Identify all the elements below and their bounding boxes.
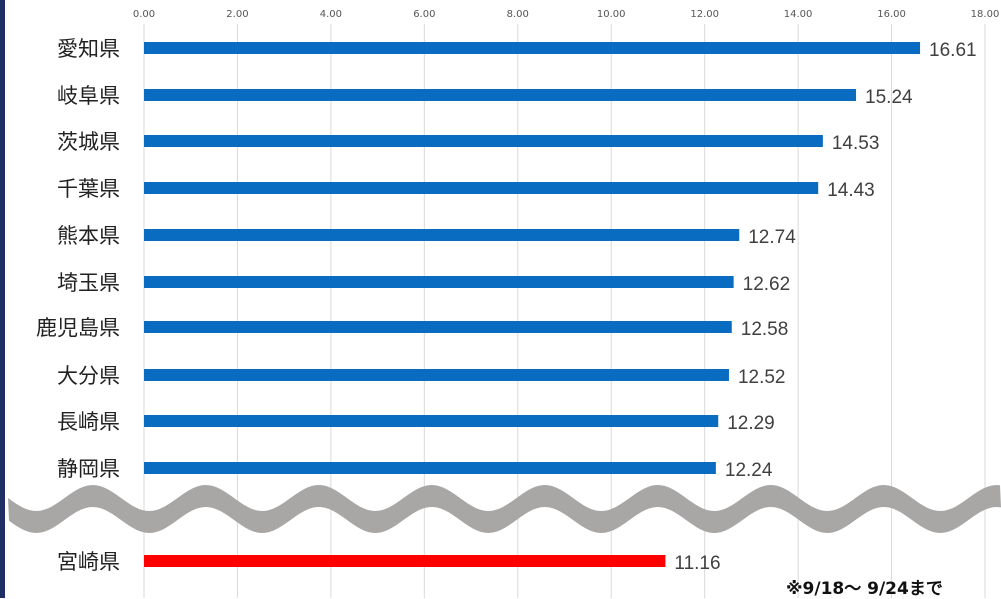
x-tick-label: 8.00 (507, 9, 529, 20)
category-label: 熊本県 (57, 224, 120, 248)
data-label: 12.24 (725, 460, 773, 481)
bar (144, 462, 716, 474)
bar (144, 229, 740, 241)
data-label: 15.24 (865, 87, 913, 108)
bar (144, 321, 732, 333)
category-label: 千葉県 (57, 177, 120, 201)
data-label: 12.62 (743, 274, 791, 295)
bar (144, 42, 921, 54)
category-label: 静岡県 (57, 457, 120, 481)
bar (144, 135, 823, 147)
category-label: 長崎県 (57, 410, 120, 434)
x-tick-label: 18.00 (971, 9, 1000, 20)
data-label: 14.53 (832, 133, 880, 154)
data-label: 12.29 (727, 413, 775, 434)
x-tick-label: 0.00 (133, 9, 155, 20)
category-label: 埼玉県 (57, 271, 120, 295)
x-tick-label: 12.00 (690, 9, 719, 20)
data-label: 14.43 (827, 180, 875, 201)
category-label: 大分県 (57, 364, 120, 388)
category-label: 茨城県 (57, 130, 120, 154)
x-tick-label: 16.00 (877, 9, 906, 20)
x-tick-label: 14.00 (784, 9, 813, 20)
data-label: 12.52 (738, 367, 786, 388)
category-label: 宮崎県 (57, 550, 120, 574)
bar (144, 89, 857, 101)
footnote: ※9/18～ 9/24まで (786, 579, 943, 599)
x-tick-label: 4.00 (320, 9, 342, 20)
data-label: 11.16 (674, 553, 720, 574)
x-tick-label: 10.00 (597, 9, 626, 20)
x-tick-label: 2.00 (226, 9, 248, 20)
data-label: 12.74 (748, 227, 796, 248)
x-tick-label: 6.00 (413, 9, 435, 20)
category-label: 愛知県 (57, 37, 120, 61)
axis-break-band (8, 485, 1001, 533)
category-label: 鹿児島県 (36, 316, 120, 340)
category-label: 岐阜県 (57, 84, 120, 108)
frame-left-border (0, 0, 5, 598)
data-label: 12.58 (741, 319, 789, 340)
bar (144, 182, 819, 194)
bar (144, 415, 719, 427)
bar (144, 276, 734, 288)
bar (144, 369, 729, 381)
bar (144, 555, 666, 567)
data-label: 16.61 (929, 40, 977, 61)
